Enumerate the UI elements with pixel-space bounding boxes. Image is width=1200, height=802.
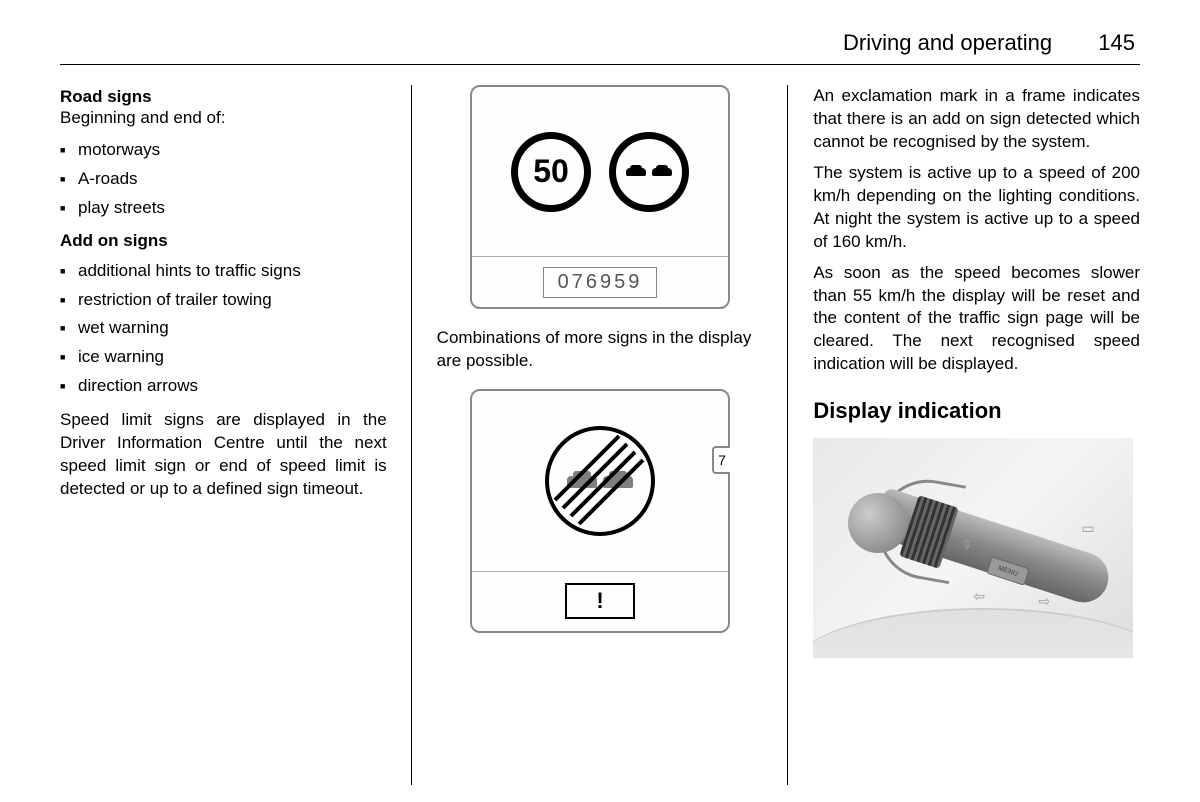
left-arrow-icon: ⇦ <box>973 588 985 605</box>
reset-paragraph: As soon as the speed becomes slower than… <box>813 262 1140 377</box>
car-icon <box>625 165 647 179</box>
display-panel-bottom: 076959 <box>472 257 728 307</box>
display-figure-2: 7 ! <box>470 389 730 633</box>
display-figure-1: 50 076959 <box>470 85 730 309</box>
speed-limit-sign-icon: 50 <box>511 132 591 212</box>
list-item: ice warning <box>60 343 387 372</box>
addon-signs-heading: Add on signs <box>60 231 387 251</box>
exclaim-mark: ! <box>596 588 603 614</box>
end-no-overtaking-sign-icon <box>545 426 655 536</box>
diagonal-lines-icon <box>545 426 655 536</box>
header-divider <box>60 64 1140 65</box>
road-signs-intro: Beginning and end of: <box>60 107 387 130</box>
content-columns: Road signs Beginning and end of: motorwa… <box>60 85 1140 658</box>
chapter-title: Driving and operating <box>843 30 1052 55</box>
display-panel-outer: 7 ! <box>470 389 730 633</box>
panel-tab: 7 <box>712 446 730 474</box>
display-icon: ▭ <box>1081 520 1094 537</box>
list-item: A-roads <box>60 165 387 194</box>
stalk-lever-figure: MENU ⇕ ⇦ ⇨ ▭ <box>813 438 1133 658</box>
list-item: additional hints to traffic signs <box>60 257 387 286</box>
page-header: Driving and operating 145 <box>60 30 1140 56</box>
right-arrow-icon: ⇨ <box>1038 593 1050 610</box>
odometer-value: 076959 <box>543 267 658 298</box>
tab-value: 7 <box>718 452 726 468</box>
addon-signs-list: additional hints to traffic signs restri… <box>60 257 387 401</box>
column-2: 50 076959 Combinations of more signs in … <box>412 85 789 658</box>
list-item: restriction of trailer towing <box>60 286 387 315</box>
list-item: wet warning <box>60 314 387 343</box>
figure-caption: Combinations of more signs in the displa… <box>437 327 764 373</box>
dashboard-curve <box>813 608 1133 658</box>
display-indication-heading: Display indication <box>813 398 1140 424</box>
display-panel-bottom: ! <box>472 571 728 631</box>
list-item: play streets <box>60 194 387 223</box>
speed-value: 50 <box>533 153 569 190</box>
speed-limit-paragraph: Speed limit signs are displayed in the D… <box>60 409 387 501</box>
column-3: An exclamation mark in a frame indicates… <box>788 85 1140 658</box>
speed-active-paragraph: The system is active up to a speed of 20… <box>813 162 1140 254</box>
display-panel-main: 50 <box>472 87 728 257</box>
display-panel-outer: 50 076959 <box>470 85 730 309</box>
road-signs-heading: Road signs <box>60 87 387 107</box>
exclamation-box-icon: ! <box>565 583 635 619</box>
road-signs-list: motorways A-roads play streets <box>60 136 387 223</box>
display-panel-main: 7 <box>472 391 728 571</box>
up-down-arrow-icon: ⇕ <box>961 536 973 553</box>
list-item: motorways <box>60 136 387 165</box>
list-item: direction arrows <box>60 372 387 401</box>
exclaim-paragraph: An exclamation mark in a frame indicates… <box>813 85 1140 154</box>
page-number: 145 <box>1098 30 1135 55</box>
no-overtaking-sign-icon <box>609 132 689 212</box>
column-1: Road signs Beginning and end of: motorwa… <box>60 85 412 658</box>
car-icon <box>651 165 673 179</box>
